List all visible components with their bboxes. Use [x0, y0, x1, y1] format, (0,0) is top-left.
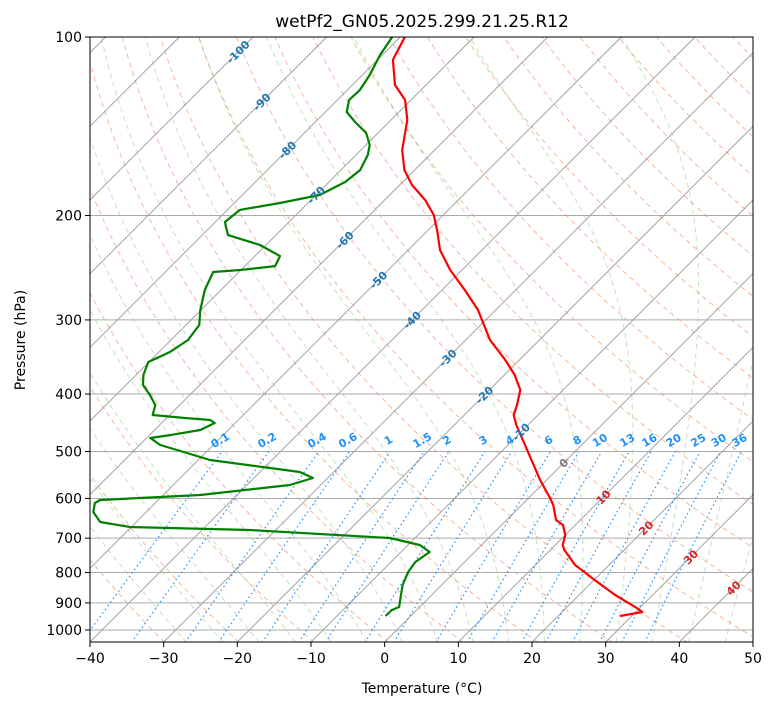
isotherm-line: [90, 37, 475, 422]
profiles: [92, 37, 644, 618]
x-tick-label: 10: [449, 651, 467, 667]
x-tick-label: −10: [296, 651, 326, 667]
dry-adiabat: [90, 291, 389, 642]
isotherm-line: [310, 199, 753, 642]
dry-adiabat: [121, 37, 613, 642]
dry-adiabat: [90, 558, 165, 642]
moist-adiabat: [144, 37, 474, 642]
mixing-ratio-line: [184, 451, 320, 642]
temperature-profile-line: [391, 37, 644, 618]
chart-title: wetPf2_GN05.2025.299.21.25.R12: [275, 12, 569, 32]
moist-adiabat: [724, 535, 753, 642]
x-tick-label: 0: [380, 651, 389, 667]
moist-adiabat: [100, 37, 439, 642]
plot-frame: [89, 36, 754, 643]
mixing-ratio-line: [364, 451, 486, 642]
dry-adiabat: [388, 37, 753, 421]
dry-adiabat: [90, 187, 464, 642]
y-tick-label: 100: [55, 30, 82, 46]
isotherm-line: [90, 37, 622, 569]
y-tick-label: 400: [55, 387, 82, 403]
mixing-ratio-line: [571, 451, 677, 642]
moist-adiabat: [688, 357, 753, 642]
mixing-ratio-line: [218, 451, 351, 642]
moist-adiabat: [620, 37, 700, 642]
y-axis-label: Pressure (hPa): [13, 290, 29, 390]
dry-adiabat: [350, 37, 753, 463]
y-tick-label: 600: [55, 491, 82, 507]
y-tick-label: 800: [55, 566, 82, 582]
dry-adiabat: [236, 37, 753, 593]
mixing-ratio-line: [298, 451, 425, 642]
moist-adiabat: [469, 37, 634, 642]
isotherm-line: [531, 420, 753, 642]
moist-adiabat: [353, 37, 584, 642]
x-axis-label: Temperature (°C): [361, 681, 483, 697]
isotherm-line: [90, 37, 254, 201]
x-tick-label: −40: [75, 651, 105, 667]
x-tick-label: 20: [523, 651, 541, 667]
x-tick-label: −30: [149, 651, 179, 667]
dewpoint-profile-line: [92, 37, 431, 617]
dry-adiabat: [90, 385, 315, 642]
mixing-ratio-line: [466, 451, 580, 642]
x-tick-label: 30: [597, 651, 615, 667]
x-tick-label: 50: [744, 651, 762, 667]
moist-adiabat: [90, 135, 403, 642]
y-tick-label: 700: [55, 531, 82, 547]
dry-adiabat: [90, 59, 539, 642]
isotherm-line: [90, 37, 327, 275]
y-tick-label: 1000: [46, 623, 82, 639]
isotherm-line: [90, 37, 548, 496]
x-tick-label: 40: [670, 651, 688, 667]
dry-adiabat: [90, 473, 240, 642]
isotherm-line: [457, 346, 753, 642]
dry-adiabat: [274, 37, 753, 549]
y-tick-label: 200: [55, 209, 82, 225]
dry-adiabat: [465, 37, 753, 338]
background-lines: [90, 37, 753, 642]
mixing-ratio-line: [393, 451, 513, 642]
isotherm-line: [384, 273, 753, 642]
x-tick-label: −20: [223, 651, 253, 667]
mixing-ratio-line: [325, 451, 450, 642]
moist-adiabat: [90, 233, 368, 642]
y-tick-label: 300: [55, 313, 82, 329]
isotherm-line: [605, 494, 753, 642]
dry-adiabat: [312, 37, 753, 505]
mixing-ratio-line: [598, 451, 701, 642]
isotherm-line: [236, 125, 753, 642]
moist-adiabat: [198, 37, 510, 642]
isotherm-line: [90, 37, 401, 348]
isotherm-line: [163, 52, 753, 642]
isotherm-line: [90, 37, 696, 642]
mixing-ratio-line: [261, 451, 391, 642]
moist-adiabat: [90, 308, 332, 642]
y-tick-label: 900: [55, 596, 82, 612]
axes: −40 −30 −20 −10 0 10 20 30 40 50 100 200 300 400 500 60…: [46, 30, 762, 667]
y-tick-label: 500: [55, 444, 82, 460]
mixing-ratio-line: [435, 451, 552, 642]
dry-adiabat: [503, 37, 753, 297]
